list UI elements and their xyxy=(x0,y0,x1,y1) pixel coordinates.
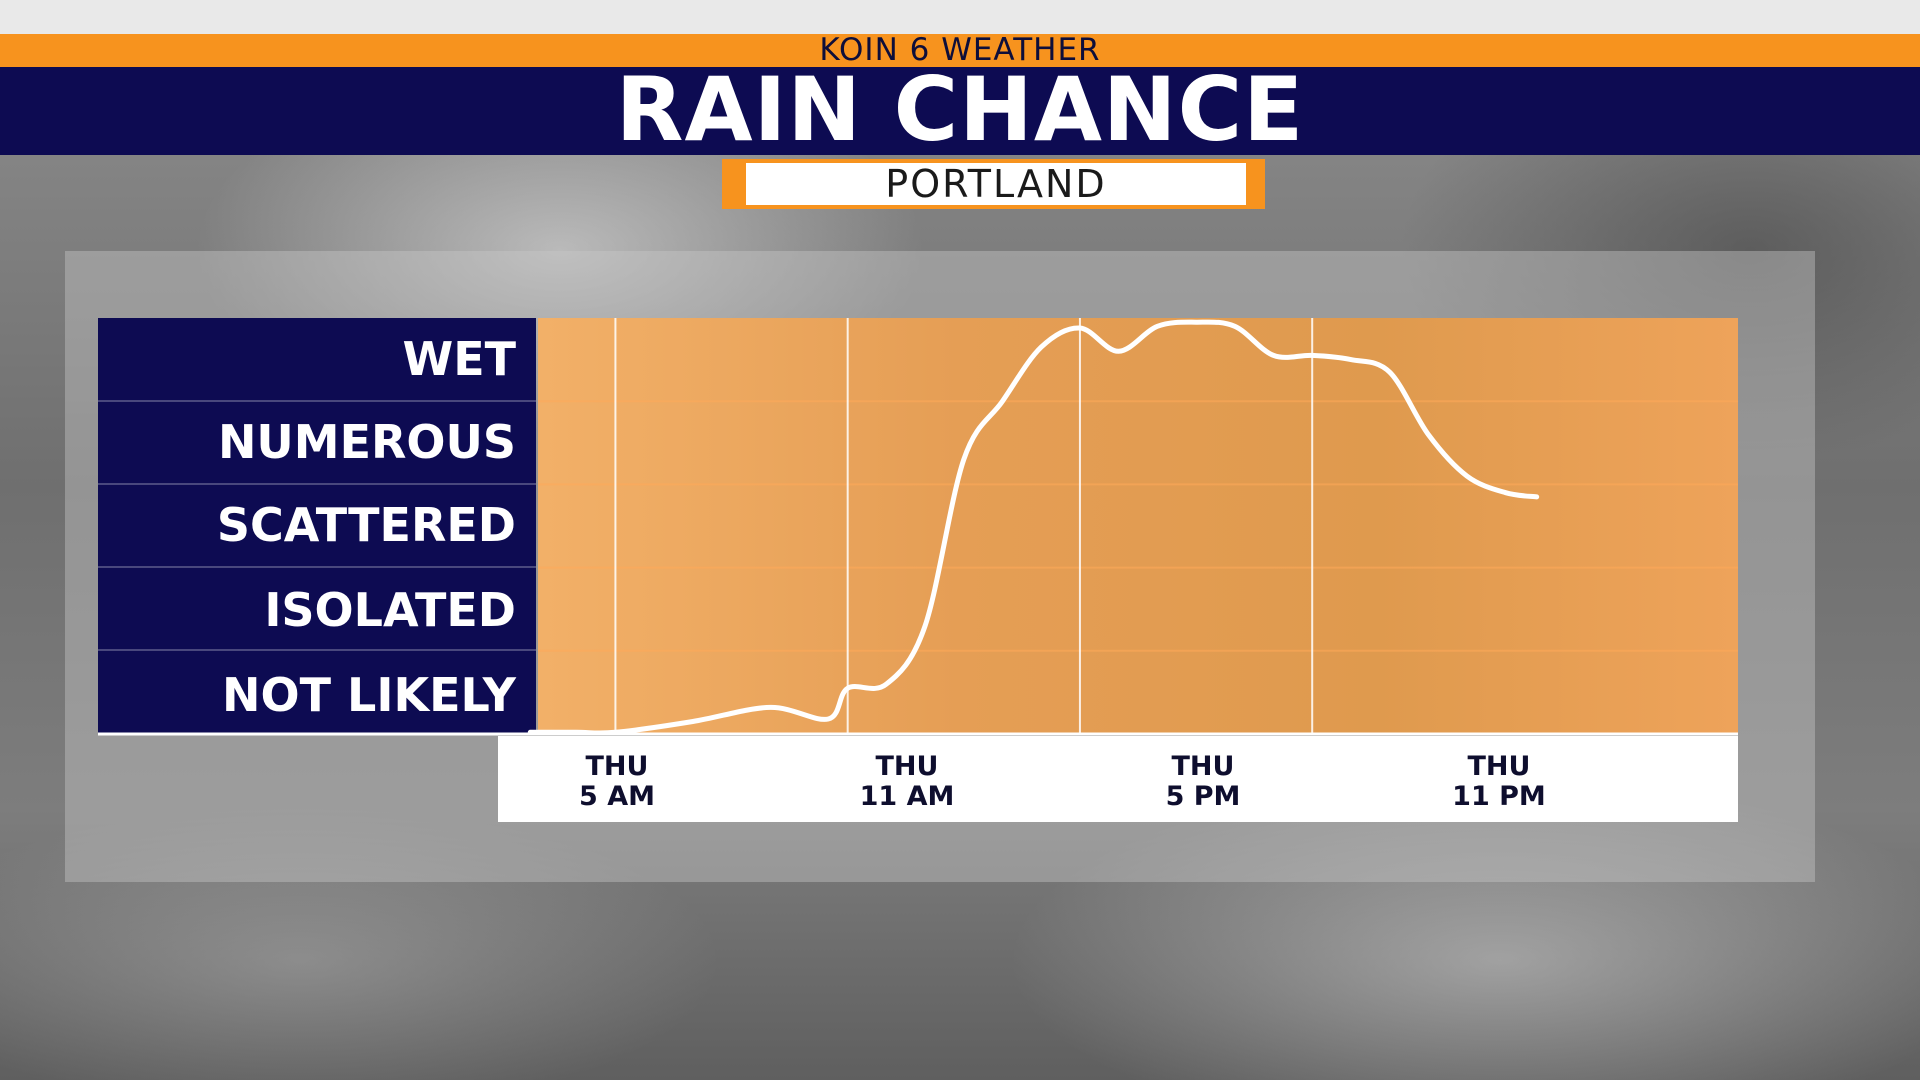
x-tick-day: THU xyxy=(875,751,939,782)
brand-label: KOIN 6 WEATHER xyxy=(819,32,1101,68)
x-tick-time: 5 PM xyxy=(1165,781,1241,812)
x-tick-label: THU 11 AM xyxy=(827,752,987,812)
x-tick-time: 11 PM xyxy=(1452,781,1546,812)
plot-area xyxy=(538,318,1738,734)
brand-strip xyxy=(0,34,1920,67)
x-tick-time: 11 AM xyxy=(859,781,955,812)
x-tick-time: 5 AM xyxy=(579,781,655,812)
y-separator xyxy=(98,483,536,485)
y-label-not-likely: NOT LIKELY xyxy=(222,668,516,722)
y-label-isolated: ISOLATED xyxy=(264,583,516,637)
x-tick-day: THU xyxy=(1171,751,1235,782)
x-tick-label: THU 5 AM xyxy=(537,752,697,812)
rain-chance-line xyxy=(527,319,1540,736)
x-tick-day: THU xyxy=(585,751,649,782)
x-tick-day: THU xyxy=(1467,751,1531,782)
y-separator xyxy=(98,566,536,568)
x-tick-label: THU 11 PM xyxy=(1419,752,1579,812)
x-axis-box: THU 5 AM THU 11 AM THU 5 PM THU 11 PM xyxy=(498,736,1738,822)
y-label-numerous: NUMEROUS xyxy=(217,415,516,469)
y-separator xyxy=(98,400,536,402)
x-tick-label: THU 5 PM xyxy=(1123,752,1283,812)
top-bar xyxy=(0,0,1920,34)
location-label: PORTLAND xyxy=(746,163,1246,205)
y-label-scattered: SCATTERED xyxy=(216,498,516,552)
page-title: RAIN CHANCE xyxy=(615,58,1305,161)
y-axis-labels: WET NUMEROUS SCATTERED ISOLATED NOT LIKE… xyxy=(98,318,536,734)
title-bar xyxy=(0,67,1920,155)
y-separator xyxy=(98,649,536,651)
y-label-wet: WET xyxy=(402,332,516,386)
